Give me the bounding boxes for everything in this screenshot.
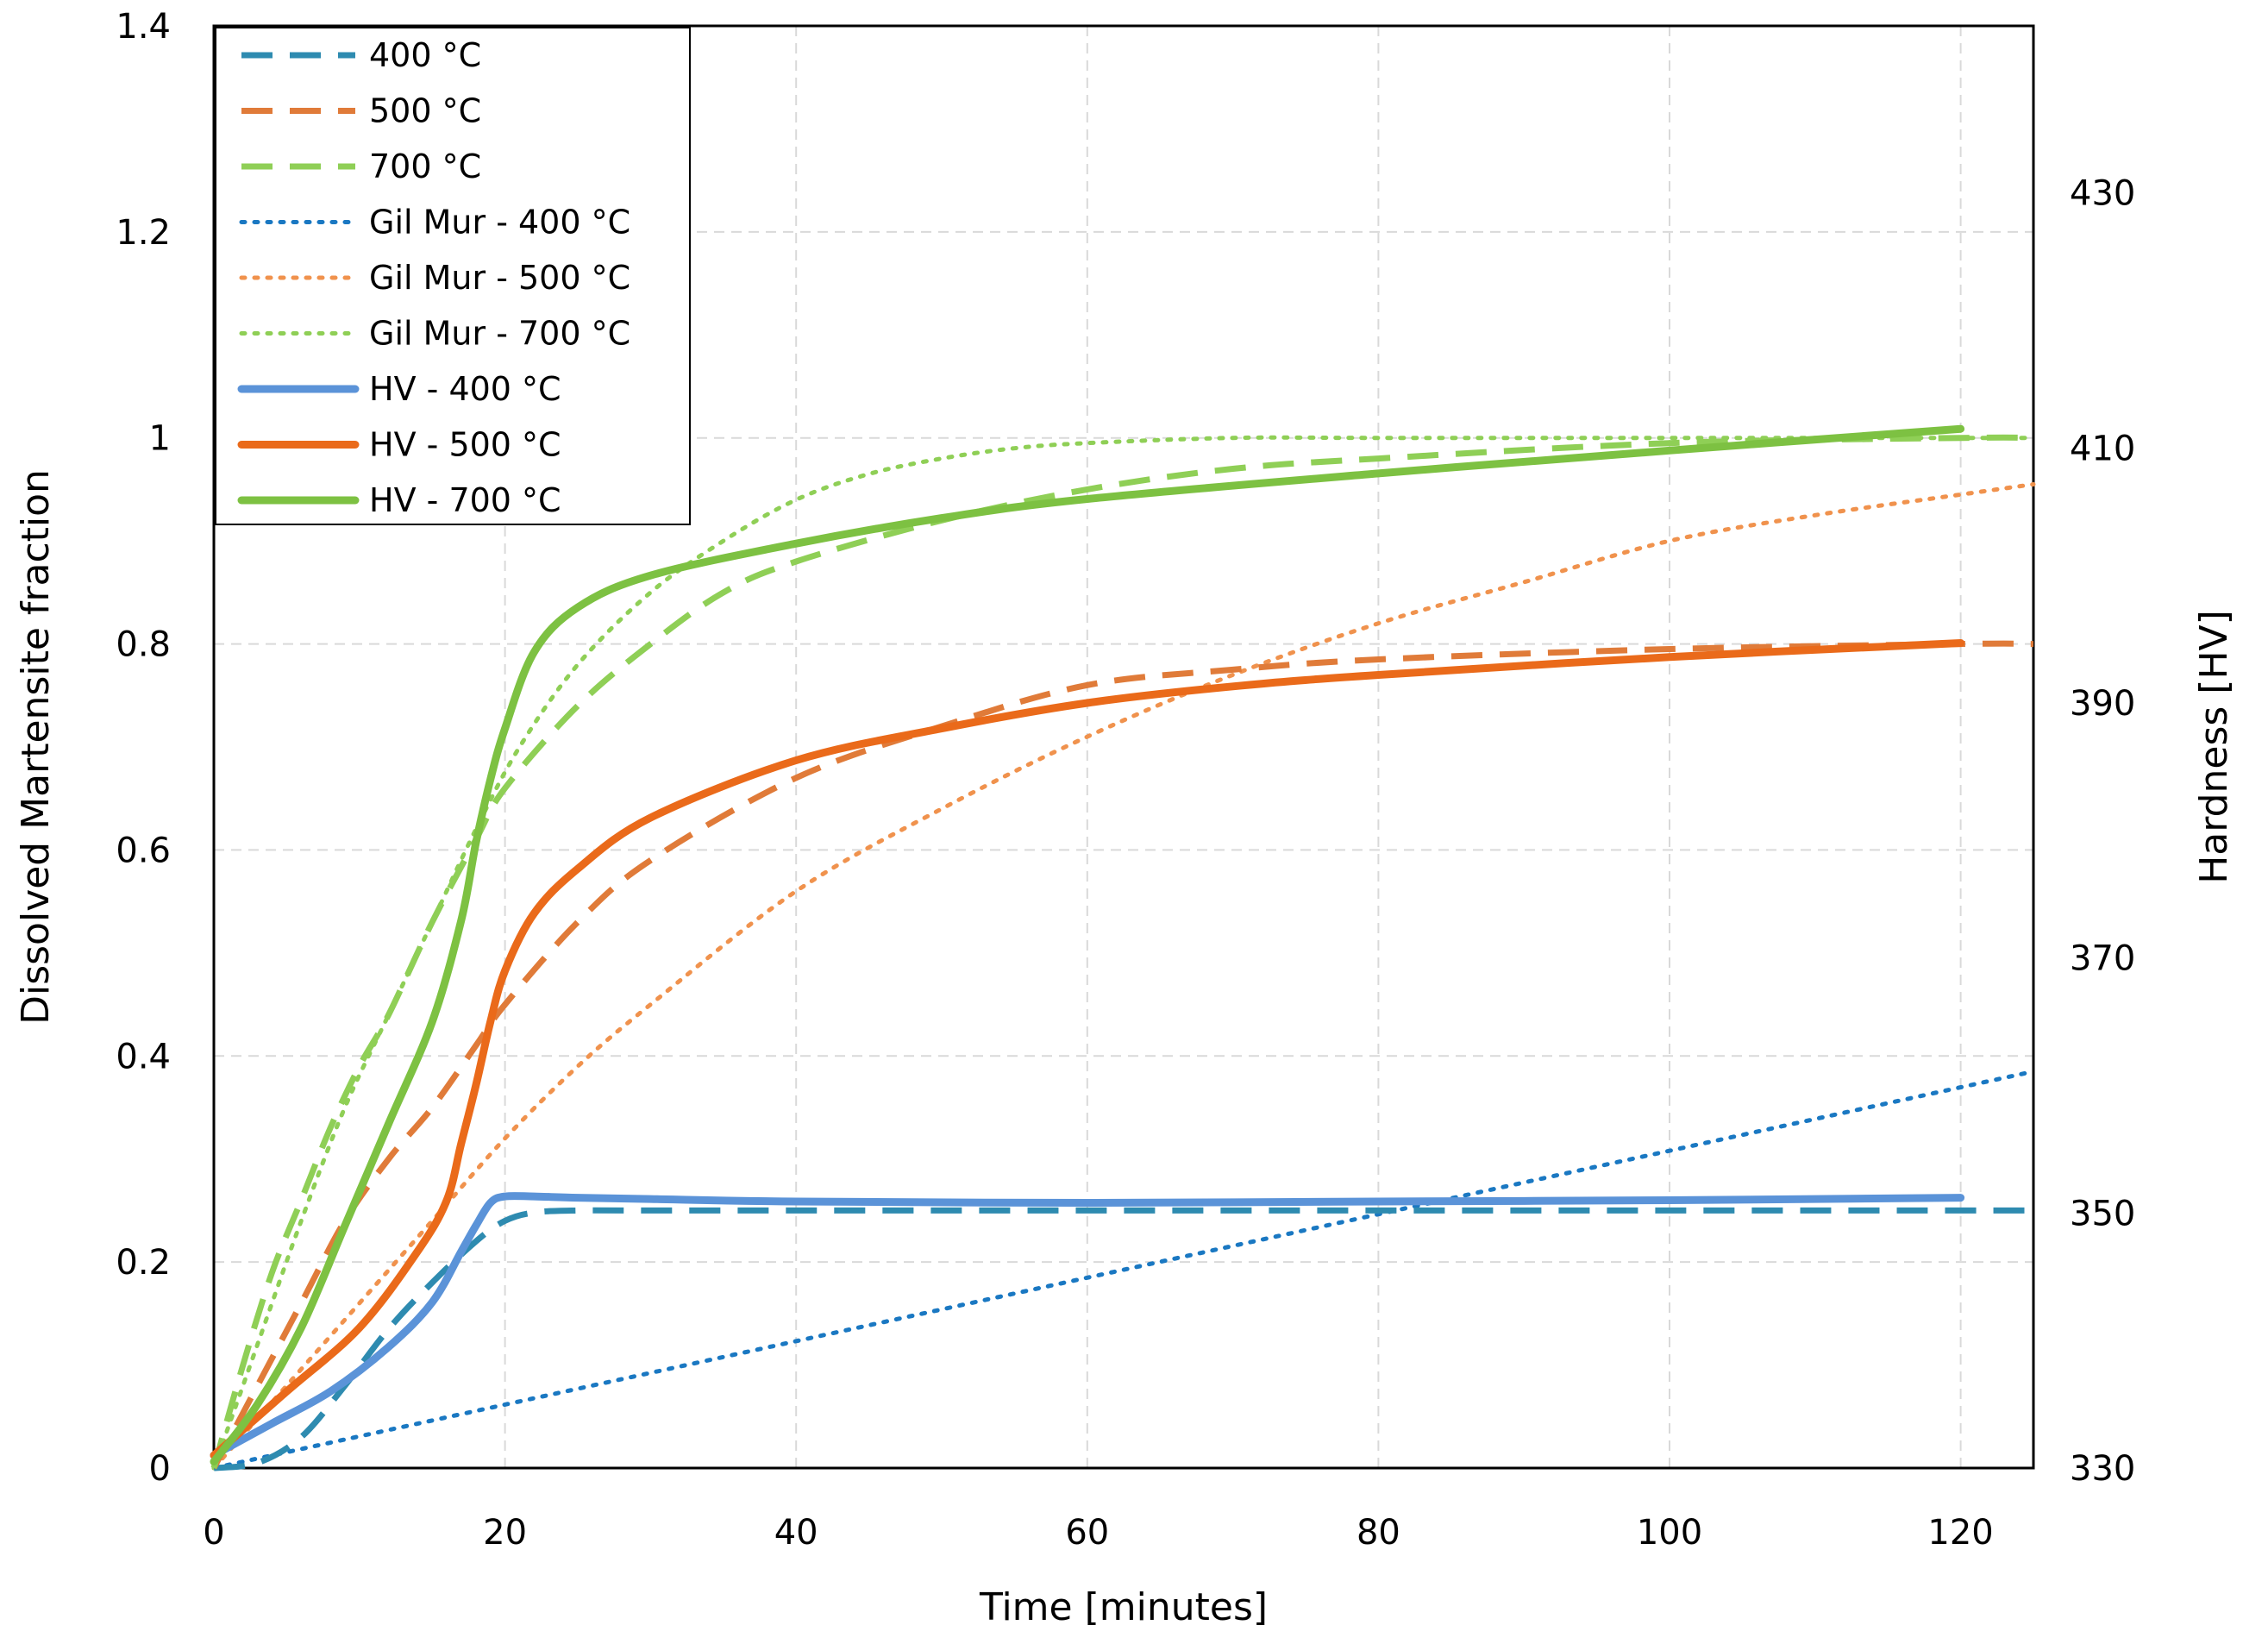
x-axis-label: Time [minutes] xyxy=(979,1585,1268,1629)
legend-label: HV - 500 °C xyxy=(369,426,561,464)
y2-tick-label: 410 xyxy=(2070,429,2135,468)
y2-tick-label: 430 xyxy=(2070,174,2135,214)
x-axis-ticks: 0 20 40 60 80 100 120 xyxy=(203,1513,1994,1553)
y-axis-ticks: 0 0.2 0.4 0.6 0.8 1 1.2 1.4 xyxy=(116,7,171,1489)
series-line-5 xyxy=(211,482,2036,1471)
x-tick-label: 40 xyxy=(774,1513,818,1553)
y-tick-label: 0.4 xyxy=(116,1037,171,1076)
plot-frame xyxy=(212,24,2035,1470)
legend-label: HV - 400 °C xyxy=(369,370,561,408)
legend-label: Gil Mur - 500 °C xyxy=(369,259,630,297)
y-tick-label: 0.2 xyxy=(116,1243,171,1283)
legend-label: 700 °C xyxy=(369,147,481,185)
legend-label: 400 °C xyxy=(369,36,481,74)
series-line-8 xyxy=(210,639,1965,1459)
x-tick-label: 60 xyxy=(1065,1513,1109,1553)
series-line-7 xyxy=(210,1192,1965,1459)
y-tick-label: 1.4 xyxy=(116,7,171,47)
y2-tick-label: 350 xyxy=(2070,1194,2135,1233)
y2-axis-label: Hardness [HV] xyxy=(2192,610,2236,884)
y2-tick-label: 370 xyxy=(2070,939,2135,979)
x-tick-label: 100 xyxy=(1637,1513,1702,1553)
series-layer xyxy=(210,424,2036,1471)
y2-tick-label: 330 xyxy=(2070,1449,2135,1489)
y2-tick-label: 390 xyxy=(2070,684,2135,724)
legend: 400 °C 500 °C 700 °C Gil Mur - 400 °C Gil Mu… xyxy=(215,27,691,525)
series-line-9 xyxy=(210,424,1965,1466)
y-tick-label: 0.8 xyxy=(116,625,171,665)
y-tick-label: 0 xyxy=(149,1449,171,1489)
series-line-3 xyxy=(210,434,2034,1469)
x-tick-label: 120 xyxy=(1927,1513,1993,1553)
y2-axis-ticks: 330 350 370 390 410 430 xyxy=(2070,174,2135,1489)
y-axis-label: Dissolved Martensite fraction xyxy=(14,469,58,1025)
series-line-2 xyxy=(210,640,2034,1470)
series-line-1 xyxy=(213,1207,2034,1471)
series-line-4 xyxy=(211,1069,2036,1471)
y-tick-label: 1.2 xyxy=(116,213,171,253)
y-tick-label: 0.6 xyxy=(116,831,171,870)
x-tick-label: 0 xyxy=(203,1513,224,1553)
legend-label: Gil Mur - 700 °C xyxy=(369,315,630,353)
legend-label: 500 °C xyxy=(369,92,481,130)
x-tick-label: 80 xyxy=(1356,1513,1400,1553)
legend-label: Gil Mur - 400 °C xyxy=(369,204,630,242)
legend-label: HV - 700 °C xyxy=(369,481,561,519)
y-tick-label: 1 xyxy=(149,419,171,459)
x-tick-label: 20 xyxy=(483,1513,527,1553)
series-line-6 xyxy=(211,435,2036,1471)
